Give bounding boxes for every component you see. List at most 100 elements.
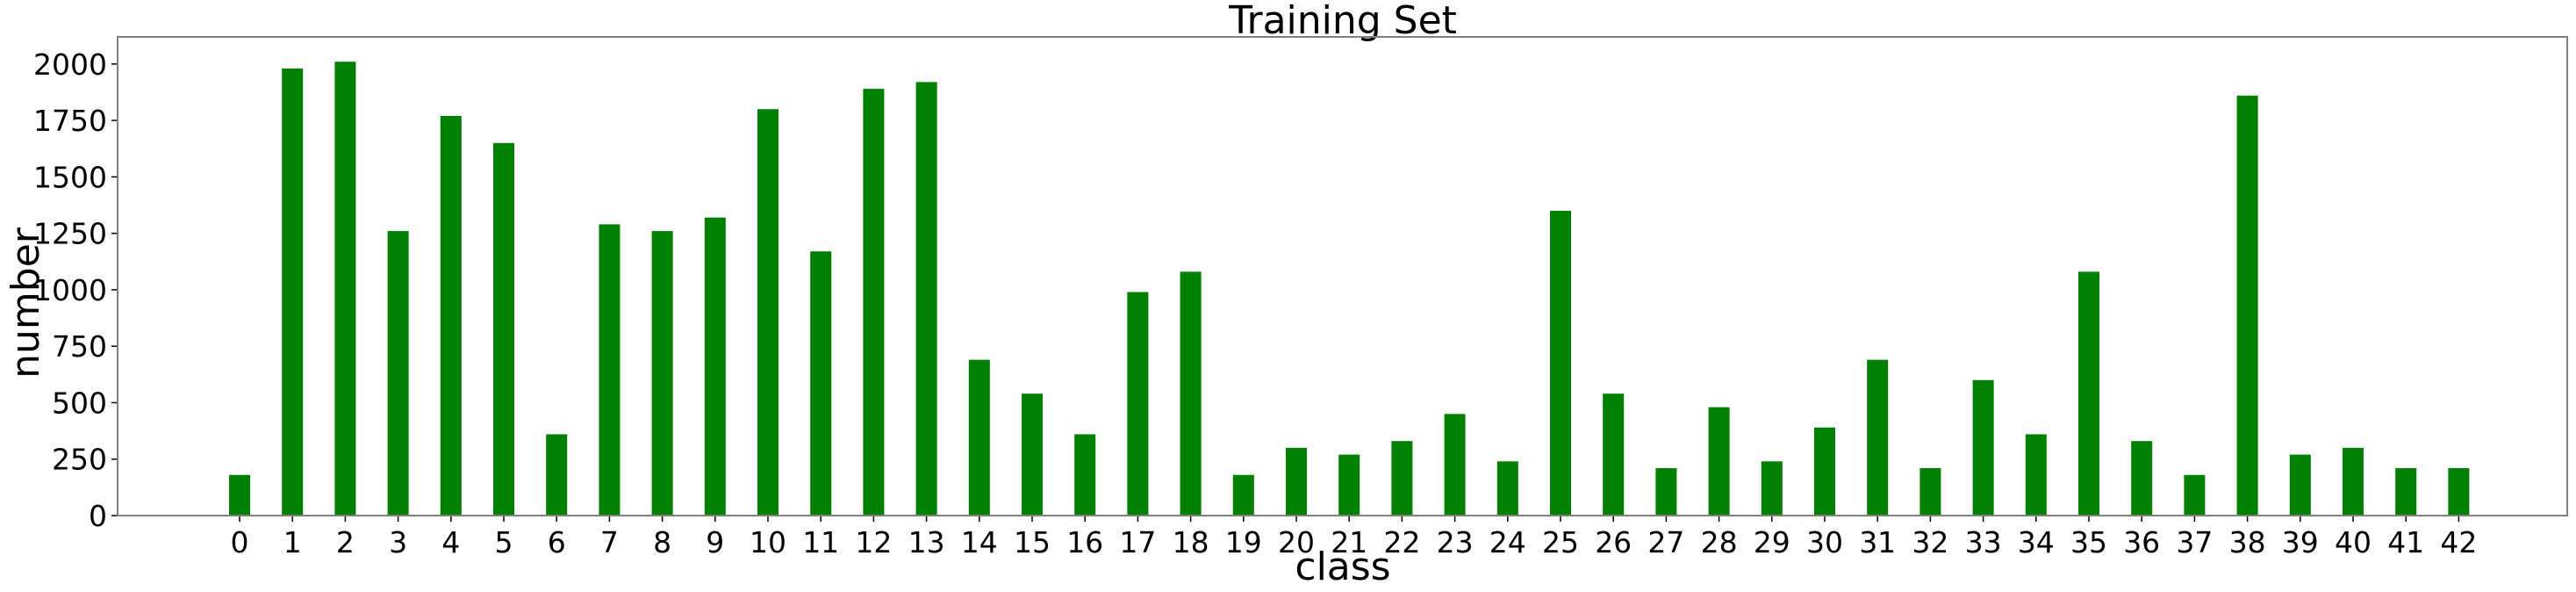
y-tick-label: 1500 [33, 160, 107, 194]
bar-10 [757, 109, 779, 516]
x-tick-label: 41 [2387, 525, 2424, 560]
x-tick-label: 26 [1595, 525, 1632, 560]
x-tick-label: 25 [1542, 525, 1579, 560]
bar-3 [387, 231, 409, 516]
x-tick-label: 7 [600, 525, 619, 560]
bar-31 [1867, 359, 1889, 516]
bar-24 [1496, 461, 1518, 516]
x-tick-label: 24 [1489, 525, 1526, 560]
x-tick-label: 29 [1754, 525, 1790, 560]
x-tick-label: 39 [2282, 525, 2319, 560]
bar-16 [1074, 434, 1096, 516]
bar-12 [863, 89, 885, 516]
x-tick-label: 10 [750, 525, 786, 560]
bar-30 [1814, 427, 1835, 516]
bar-14 [968, 359, 990, 516]
x-tick-label: 14 [961, 525, 998, 560]
x-tick-label: 30 [1806, 525, 1843, 560]
bar-4 [440, 115, 462, 516]
bar-8 [651, 231, 673, 516]
x-tick-label: 16 [1066, 525, 1103, 560]
x-tick-label: 4 [441, 525, 460, 560]
y-tick-label: 500 [52, 386, 107, 420]
bar-19 [1232, 474, 1254, 516]
x-tick-label: 0 [231, 525, 249, 560]
x-tick-label: 40 [2335, 525, 2371, 560]
x-tick-label: 6 [548, 525, 566, 560]
bar-25 [1550, 210, 1571, 516]
bar-36 [2131, 441, 2153, 516]
x-tick-label: 11 [802, 525, 839, 560]
chart-title: Training Set [1228, 0, 1457, 43]
bar-34 [2025, 434, 2047, 516]
bar-20 [1286, 447, 1307, 516]
bar-27 [1655, 468, 1677, 516]
bar-29 [1761, 461, 1783, 516]
x-tick-label: 20 [1278, 525, 1315, 560]
bar-2 [334, 61, 356, 516]
bar-1 [282, 68, 304, 516]
y-tick-label: 1250 [33, 217, 107, 251]
bar-23 [1444, 414, 1466, 516]
bar-5 [493, 142, 514, 516]
bar-13 [915, 82, 937, 516]
x-tick-label: 28 [1701, 525, 1738, 560]
x-tick-label: 3 [389, 525, 407, 560]
bar-40 [2343, 447, 2364, 516]
x-tick-label: 18 [1173, 525, 1209, 560]
x-tick-label: 32 [1912, 525, 1948, 560]
bar-0 [229, 474, 250, 516]
x-tick-label: 2 [336, 525, 355, 560]
bar-28 [1708, 407, 1730, 516]
bar-17 [1127, 292, 1149, 516]
x-tick-label: 31 [1859, 525, 1896, 560]
x-axis: 0 1 2 3 4 5 6 7 8 9 10 11 12 13 14 15 16 17 18 19 20 21 22 23 24… [231, 516, 2477, 560]
x-tick-label: 36 [2123, 525, 2160, 560]
x-tick-label: 27 [1647, 525, 1684, 560]
x-tick-label: 13 [908, 525, 945, 560]
x-tick-label: 1 [283, 525, 302, 560]
x-tick-label: 35 [2070, 525, 2107, 560]
bar-22 [1391, 441, 1413, 516]
bars-group [229, 61, 2470, 516]
x-tick-label: 37 [2176, 525, 2213, 560]
bar-18 [1180, 271, 1202, 516]
bar-26 [1603, 393, 1625, 516]
x-tick-label: 38 [2229, 525, 2266, 560]
bar-37 [2184, 474, 2206, 516]
bar-7 [599, 224, 621, 516]
x-tick-label: 42 [2440, 525, 2477, 560]
y-tick-label: 1000 [33, 273, 107, 307]
x-tick-label: 15 [1014, 525, 1051, 560]
x-tick-label: 12 [855, 525, 892, 560]
x-tick-label: 9 [706, 525, 724, 560]
bar-39 [2289, 454, 2311, 516]
y-tick-label: 250 [52, 443, 107, 477]
y-tick-label: 0 [89, 499, 107, 533]
x-tick-label: 17 [1119, 525, 1156, 560]
x-tick-label: 19 [1225, 525, 1262, 560]
bar-42 [2448, 468, 2470, 516]
bar-21 [1338, 454, 1360, 516]
bar-15 [1022, 393, 1043, 516]
x-tick-label: 33 [1965, 525, 2002, 560]
bar-11 [810, 251, 832, 516]
x-tick-label: 22 [1383, 525, 1420, 560]
y-tick-label: 750 [52, 329, 107, 364]
x-tick-label: 5 [495, 525, 513, 560]
x-tick-label: 23 [1437, 525, 1474, 560]
bar-41 [2395, 468, 2417, 516]
y-axis-title: number [4, 227, 48, 379]
y-tick-label: 1750 [33, 104, 107, 138]
plot-frame [117, 36, 2568, 516]
y-tick-label: 2000 [33, 47, 107, 82]
x-tick-label: 8 [653, 525, 671, 560]
bar-32 [1919, 468, 1941, 516]
bar-35 [2078, 271, 2099, 516]
x-tick-label: 21 [1331, 525, 1367, 560]
bar-33 [1972, 379, 1994, 516]
x-axis-title: class [1295, 545, 1390, 589]
x-tick-label: 34 [2018, 525, 2055, 560]
y-axis: 0 250 500 750 1000 1250 1500 1750 2000 [33, 47, 118, 533]
